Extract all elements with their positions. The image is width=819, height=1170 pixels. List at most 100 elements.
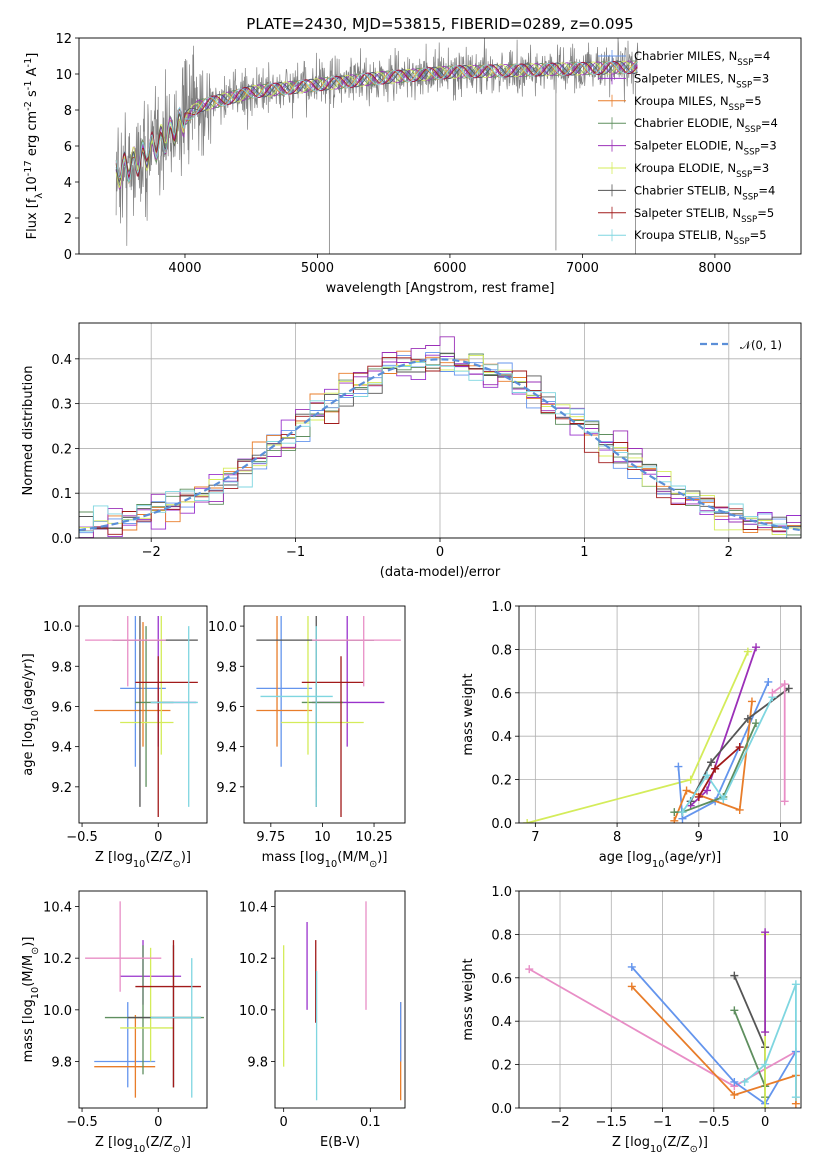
weight-point-marker [761, 1060, 770, 1069]
x-tick-label: 9 [695, 830, 703, 845]
y-tick-label: 0.0 [491, 817, 512, 832]
y-tick-label: 0.0 [51, 532, 72, 547]
axes-frame [78, 322, 802, 539]
axes-frame [518, 605, 802, 824]
panel-residual-histogram: −2 −1 0 1 2 0.0 0.1 0.2 0.3 0.4 (data-model)/error… [21, 322, 802, 580]
weight-point-marker [678, 808, 687, 817]
weight-point-marker [780, 797, 789, 806]
panel-age-vs-Z: −0.5 0 9.2 9.4 9.6 9.8 10.0 Z [log10(Z/Z⊙)] age … [21, 605, 208, 870]
model-spectrum-line [115, 61, 638, 180]
weight-series-line [631, 966, 797, 1105]
plot-area [85, 901, 204, 1098]
legend-label: Chabrier ELODIE, NSSP=4 [634, 116, 778, 135]
x-tick-label: 6000 [433, 261, 466, 276]
model-spectrum-line [115, 60, 638, 185]
x-tick-label: 0 [280, 1115, 288, 1130]
weight-point-marker [694, 792, 703, 801]
legend-label: 𝒩(0, 1) [740, 338, 782, 352]
weight-point-marker [730, 1006, 739, 1015]
y-tick-label: 0.4 [491, 730, 512, 745]
plot-area [519, 606, 801, 823]
weight-point-marker [747, 697, 756, 706]
panel-mass-weight-vs-age: 7 8 9 10 0.0 0.2 0.4 0.6 0.8 1.0 age [log10(age/yr… [461, 600, 802, 870]
legend-label: Chabrier MILES, NSSP=4 [634, 49, 770, 68]
y-tick-label: 9.8 [51, 1056, 72, 1071]
y-tick-label: 0.2 [491, 1059, 512, 1074]
y-tick-label: 9.6 [51, 700, 72, 715]
y-tick-label: 0.0 [491, 1102, 512, 1117]
legend-label: Kroupa MILES, NSSP=5 [634, 94, 762, 113]
weight-point-marker [743, 714, 752, 723]
plot-area [115, 38, 639, 254]
y-tick-label: 10.0 [43, 1004, 72, 1019]
x-axis-label: mass [log10(M/M⊙)] [262, 850, 388, 870]
y-tick-label: 10.0 [43, 620, 72, 635]
panel-mass-weight-vs-Z: −2 −1.5 −1 −0.5 0 0.0 0.2 0.4 0.6 0.8 1.0 Z [log10(… [461, 885, 802, 1155]
y-tick-label: 2 [64, 212, 72, 227]
x-tick-label: 4000 [168, 261, 201, 276]
weight-point-marker [735, 743, 744, 752]
weight-point-marker [791, 980, 800, 989]
plot-area [85, 616, 198, 817]
weight-point-marker [523, 819, 532, 823]
model-spectrum-line [115, 61, 638, 184]
y-tick-label: 10.0 [208, 620, 237, 635]
x-axis-label: age [log10(age/yr)] [599, 850, 722, 870]
x-tick-label: −0.5 [66, 830, 98, 845]
y-tick-label: 9.8 [247, 1056, 268, 1071]
weight-point-marker [686, 775, 695, 784]
legend-label: Kroupa ELODIE, NSSP=3 [634, 161, 769, 180]
normal-curve [79, 358, 801, 532]
panel-mass-vs-EBV: 0 0.1 9.8 10.0 10.2 10.4 E(B-V) [239, 890, 406, 1150]
weight-point-marker [674, 762, 683, 771]
model-spectrum-line [115, 60, 638, 179]
x-axis-label: Z [log10(Z/Z⊙)] [612, 1135, 708, 1155]
weight-series-line [744, 983, 797, 1098]
axes-frame [518, 890, 802, 1109]
x-tick-label: 8000 [698, 261, 731, 276]
x-tick-label: 10 [772, 830, 789, 845]
weight-series-line [674, 722, 757, 813]
y-axis-label: age [log10(age/yr)] [21, 653, 41, 776]
y-tick-label: 9.8 [51, 660, 72, 675]
x-tick-label: 10 [314, 830, 331, 845]
weight-point-marker [707, 758, 716, 767]
weight-point-marker [730, 1077, 739, 1086]
y-tick-label: 10.4 [43, 901, 72, 916]
weight-point-marker [761, 928, 770, 937]
plot-area [283, 901, 402, 1101]
weight-point-marker [703, 786, 711, 795]
y-tick-label: 10.2 [43, 952, 72, 967]
y-axis-label: Normed distribution [21, 366, 36, 496]
x-tick-label: 0 [436, 545, 444, 560]
weight-point-marker [768, 688, 777, 697]
y-tick-label: 10.4 [239, 901, 268, 916]
y-tick-label: 0.4 [491, 1015, 512, 1030]
weight-point-marker [730, 971, 739, 980]
x-axis-label: Z [log10(Z/Z⊙)] [95, 850, 191, 870]
plot-area [256, 616, 401, 817]
weight-point-marker [627, 982, 636, 991]
y-tick-label: 9.2 [51, 781, 72, 796]
y-axis-label: mass [log10(M/M⊙)] [21, 937, 41, 1063]
y-tick-label: 0 [64, 248, 72, 263]
x-tick-label: −2 [142, 545, 161, 560]
y-tick-label: 10.0 [239, 1004, 268, 1019]
y-tick-label: 0.2 [491, 774, 512, 789]
y-tick-label: 4 [64, 176, 72, 191]
model-spectrum-line [115, 60, 638, 182]
x-axis-label: Z [log10(Z/Z⊙)] [95, 1135, 191, 1155]
weight-point-marker [682, 786, 691, 795]
weight-point-marker [740, 1077, 749, 1086]
y-tick-label: 8 [64, 104, 72, 119]
y-tick-label: 12 [55, 32, 72, 47]
y-axis-label: mass weight [461, 958, 476, 1040]
x-tick-label: 0 [761, 1115, 769, 1130]
legend-label: Salpeter STELIB, NSSP=5 [634, 206, 774, 225]
y-tick-label: 0.1 [51, 487, 72, 502]
x-tick-label: 7000 [566, 261, 599, 276]
weight-point-marker [780, 680, 789, 689]
observed-spectrum-line [115, 38, 639, 246]
y-tick-label: 0.4 [51, 353, 72, 368]
y-tick-label: 9.4 [51, 741, 72, 756]
